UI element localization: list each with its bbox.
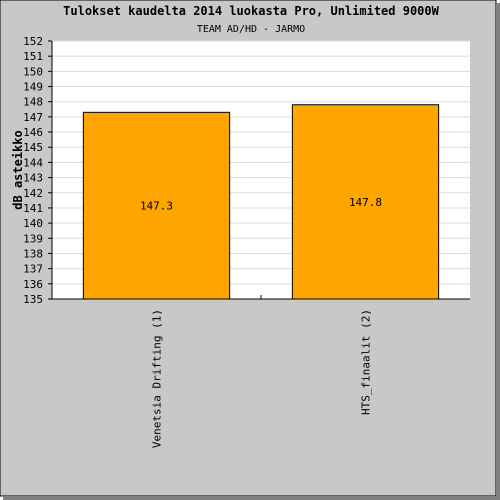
chart-shadow-right: [496, 3, 500, 500]
y-tick-label: 145: [23, 141, 43, 154]
y-tick-label: 149: [23, 81, 43, 94]
y-tick-label: 137: [23, 263, 43, 276]
y-tick-label: 136: [23, 278, 43, 291]
y-tick-label: 147: [23, 111, 43, 124]
y-tick-label: 143: [23, 172, 43, 185]
chart-title: Tulokset kaudelta 2014 luokasta Pro, Unl…: [63, 4, 439, 18]
y-tick-label: 140: [23, 217, 43, 230]
bar: [291, 104, 440, 300]
bar-series: 147.3 147.8: [82, 104, 440, 300]
y-tick-label: 152: [23, 35, 43, 48]
x-axis-ticks: Venetsia Drifting (1) HTS_finaalit (2): [151, 295, 373, 448]
y-tick-label: 135: [23, 293, 43, 306]
x-tick-label: HTS_finaalit (2): [360, 309, 373, 415]
bar: [82, 111, 231, 300]
chart-subtitle: TEAM AD/HD - JARMO: [197, 24, 305, 35]
y-tick-label: 146: [23, 126, 43, 139]
y-axis-label: dB asteikko: [11, 130, 25, 209]
chart-shadow-bottom: [3, 496, 500, 500]
bar-value-label: 147.3: [140, 200, 173, 213]
bar-value-label: 147.8: [349, 196, 382, 209]
y-tick-label: 141: [23, 202, 43, 215]
x-tick-label: Venetsia Drifting (1): [151, 309, 164, 448]
y-tick-label: 138: [23, 247, 43, 260]
y-tick-label: 144: [23, 156, 43, 169]
y-tick-label: 139: [23, 232, 43, 245]
y-axis-ticks: 135 136 137 138 139 140 141 142 143 144 145 146 147 1…: [23, 35, 52, 306]
y-tick-label: 148: [23, 96, 43, 109]
y-tick-label: 142: [23, 187, 43, 200]
y-tick-label: 151: [23, 50, 43, 63]
y-tick-label: 150: [23, 65, 43, 78]
